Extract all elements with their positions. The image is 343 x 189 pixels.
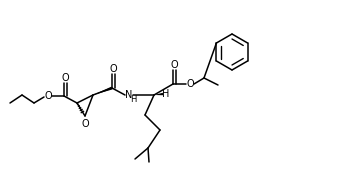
Text: H: H — [130, 94, 136, 104]
Text: O: O — [186, 79, 194, 89]
Text: O: O — [171, 60, 178, 70]
Polygon shape — [154, 93, 163, 95]
Text: O: O — [110, 64, 117, 74]
Text: O: O — [44, 91, 52, 101]
Text: O: O — [81, 119, 89, 129]
Text: H: H — [162, 89, 170, 99]
Text: O: O — [61, 73, 69, 83]
Polygon shape — [93, 87, 113, 95]
Text: N: N — [125, 90, 133, 100]
